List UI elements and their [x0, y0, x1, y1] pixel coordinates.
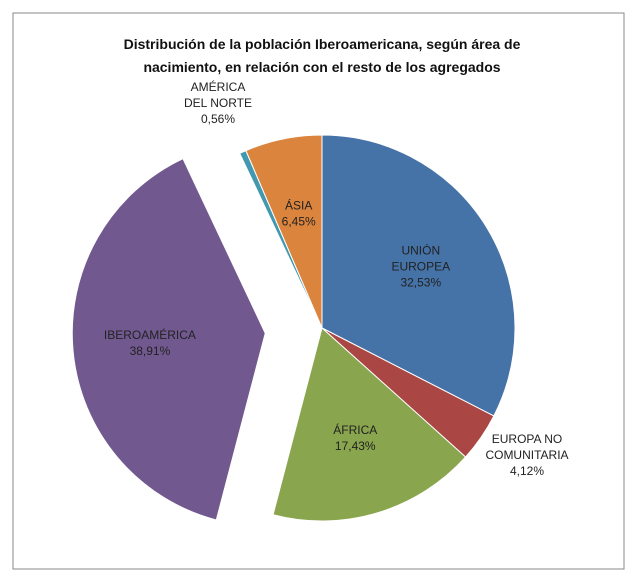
pie-slice — [321, 134, 516, 417]
pie-slice — [71, 157, 266, 521]
pie-slice — [272, 327, 467, 522]
slice-value-label: 0,56% — [201, 112, 235, 126]
slice-value-label: 32,53% — [400, 276, 441, 290]
slice-value-label: 6,45% — [282, 215, 316, 229]
slice-value-label: 17,43% — [335, 439, 376, 453]
slice-label: ÁSIA — [285, 198, 312, 213]
chart-title: Distribución de la población Iberoameric… — [124, 36, 521, 75]
slice-label: UNIÓN EUROPEA — [391, 243, 450, 274]
slice-label: AMÉRICA DEL NORTE — [184, 79, 252, 110]
slice-label: IBEROAMÉRICA — [104, 327, 196, 342]
slice-value-label: 38,91% — [130, 344, 171, 358]
pie-slice — [245, 134, 323, 329]
slice-label: ÁFRICA — [333, 422, 377, 437]
slice-value-label: 4,12% — [510, 464, 544, 478]
slice-label: EUROPA NO COMUNITARIA — [485, 432, 568, 462]
